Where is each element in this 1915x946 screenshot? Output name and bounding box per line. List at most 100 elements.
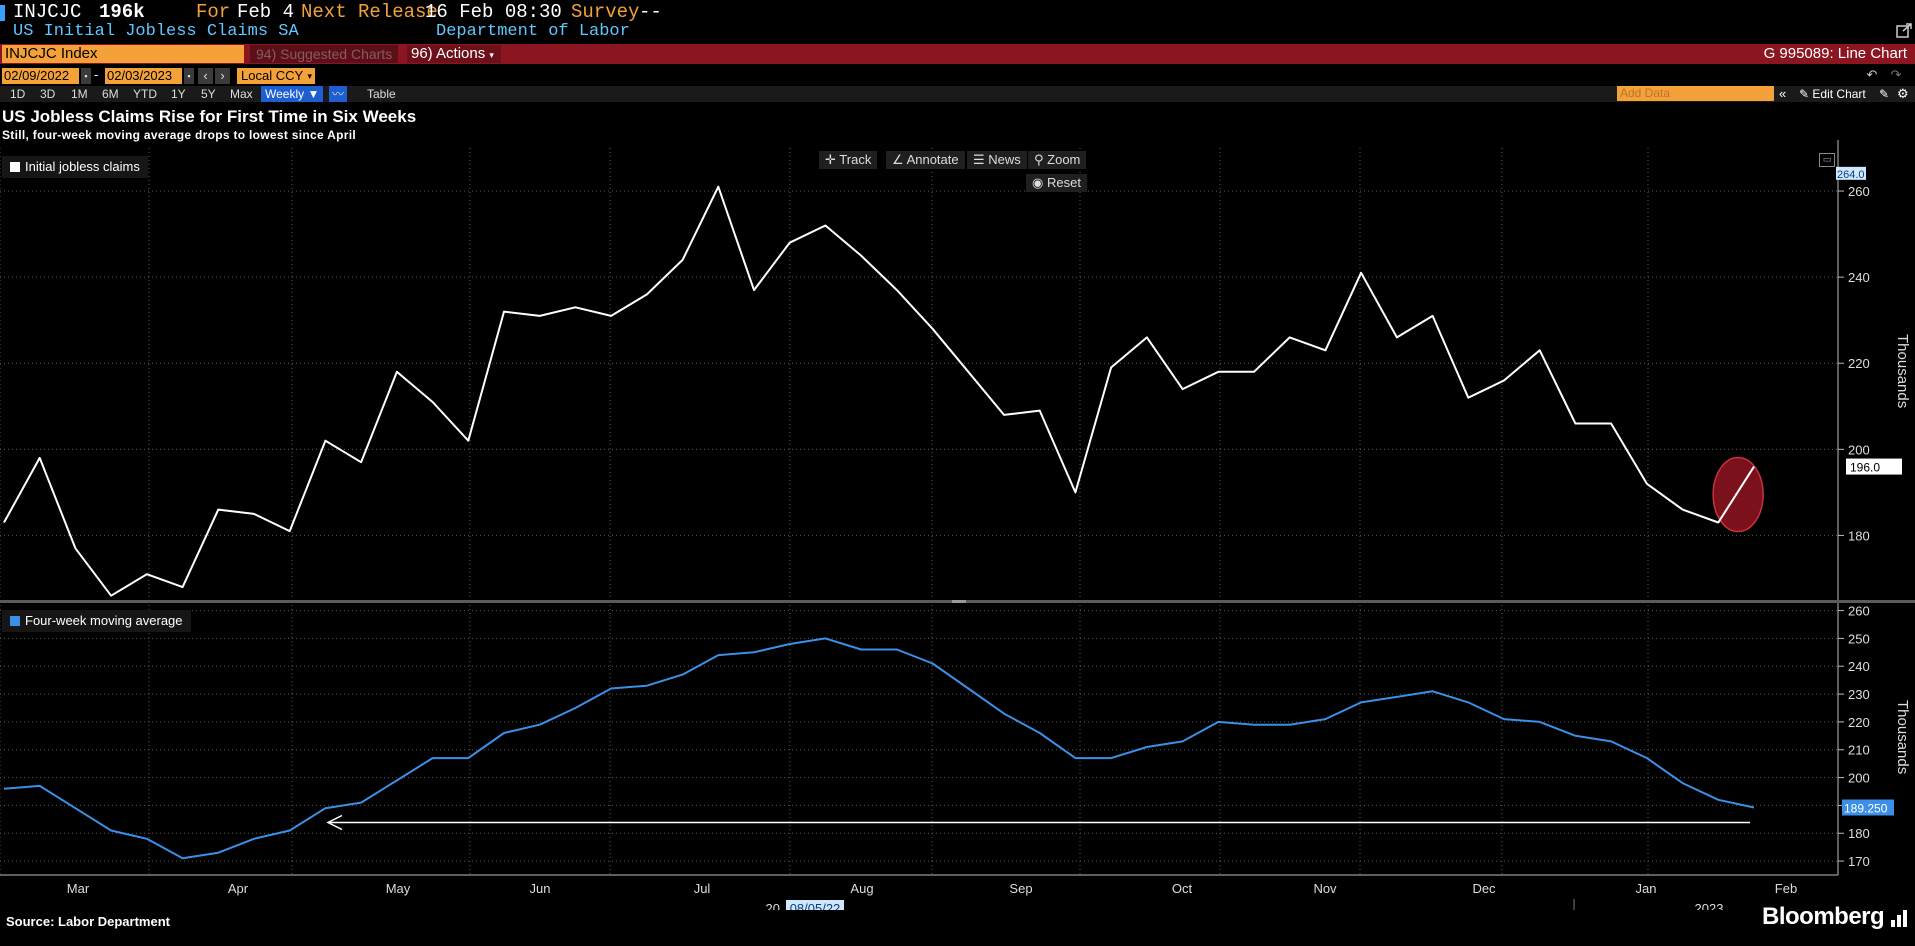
end-date-input[interactable]: 02/03/2023 xyxy=(105,68,182,84)
chevron-down-icon: ▼ xyxy=(307,87,320,101)
annotate-button[interactable]: ∠ Annotate xyxy=(886,151,965,169)
period-1y[interactable]: 1Y xyxy=(171,87,186,101)
upper-grid xyxy=(0,148,1838,600)
legend-average[interactable]: Four-week moving average xyxy=(2,610,191,632)
period-max[interactable]: Max xyxy=(230,87,253,101)
y-tick-label: 240 xyxy=(1848,659,1870,674)
x-tick-label: Jul xyxy=(694,881,711,896)
currency-label: Local CCY xyxy=(241,68,304,83)
bar-chart-icon xyxy=(1891,910,1907,927)
legend-average-label: Four-week moving average xyxy=(25,613,183,628)
cursor-date-tag xyxy=(786,900,844,910)
legend-swatch-white xyxy=(10,162,20,172)
annotations: 196.0 264.0 189.250 xyxy=(326,166,1902,831)
source-name[interactable]: Department of Labor xyxy=(436,22,630,41)
y-tick-label: 220 xyxy=(1848,715,1870,730)
ticker-header: INJCJC 196k For Feb 4 Next Release 16 Fe… xyxy=(0,0,1915,44)
start-date-input[interactable]: 02/09/2022 xyxy=(2,68,79,84)
period-6m[interactable]: 6M xyxy=(102,87,119,101)
arrowhead xyxy=(326,814,343,831)
frequency-label: Weekly xyxy=(265,87,305,101)
currency-select[interactable]: Local CCY ▾ xyxy=(237,68,315,84)
calendar-icon[interactable]: ▪ xyxy=(81,68,91,84)
x-tick-label: Mar xyxy=(67,881,90,896)
y-tick-label: 210 xyxy=(1848,743,1870,758)
period-ytd[interactable]: YTD xyxy=(133,87,157,101)
ticker-marker xyxy=(0,5,5,21)
next-arrow-icon[interactable]: › xyxy=(215,68,230,84)
average-line xyxy=(3,637,1755,860)
x-tick-label: Sep xyxy=(1009,881,1032,896)
add-data-input[interactable]: Add Data xyxy=(1617,86,1774,101)
source-note: Source: Labor Department xyxy=(6,914,170,929)
crosshair-icon: ✛ xyxy=(825,152,836,167)
y-tick-label: 200 xyxy=(1848,442,1870,457)
track-button[interactable]: ✛ Track xyxy=(819,151,878,169)
period-1d[interactable]: 1D xyxy=(10,87,26,101)
y-tick-label: 250 xyxy=(1848,631,1870,646)
edit-chart-label: Edit Chart xyxy=(1812,87,1866,101)
avg-series xyxy=(3,637,1755,860)
popout-icon[interactable] xyxy=(1895,22,1913,40)
period-1m[interactable]: 1M xyxy=(71,87,88,101)
track-label: Track xyxy=(839,152,872,167)
last-value-label: 189.250 xyxy=(1844,802,1888,816)
claims-last-segment xyxy=(1717,466,1755,524)
last-value-tag xyxy=(1846,458,1902,475)
chart-area[interactable]: 1802002202402601701801902002102202302402… xyxy=(0,140,1915,910)
date-separator: - xyxy=(94,67,99,82)
x-axis: Mar Apr May Jun Jul Aug Sep Oct Nov Dec Jan Feb 20 08… xyxy=(67,881,1797,910)
period-3d[interactable]: 3D xyxy=(40,87,56,101)
ticker-value: 196k xyxy=(99,1,145,23)
calendar-icon[interactable]: ▪ xyxy=(184,68,194,84)
index-field[interactable]: INJCJC Index xyxy=(2,45,244,63)
date-range-bar: 02/09/2022 ▪ - 02/03/2023 ▪ ‹ › Local CC… xyxy=(0,67,1915,85)
zoom-label: Zoom xyxy=(1047,152,1081,167)
news-label: News xyxy=(988,152,1021,167)
table-button[interactable]: Table xyxy=(367,87,396,101)
legend-swatch-blue xyxy=(10,616,20,626)
news-button[interactable]: ☰ News xyxy=(967,151,1027,169)
suggested-charts-button[interactable]: 94) Suggested Charts xyxy=(250,45,399,63)
edit-chart-button[interactable]: ✎ Edit Chart xyxy=(1799,86,1866,102)
chart-title: US Jobless Claims Rise for First Time in… xyxy=(2,107,417,126)
reset-button[interactable]: ◉ Reset xyxy=(1026,174,1087,192)
magnifier-icon: ⚲ xyxy=(1034,152,1044,167)
redo-icon[interactable]: ↷ xyxy=(1890,67,1902,82)
security-name[interactable]: US Initial Jobless Claims SA xyxy=(13,22,299,41)
frequency-select[interactable]: Weekly ▼ xyxy=(261,86,324,102)
next-release-value: 16 Feb 08:30 xyxy=(425,1,562,23)
survey-label: Survey xyxy=(571,1,640,23)
reset-icon: ◉ xyxy=(1032,175,1044,190)
y-tick-label: 260 xyxy=(1848,184,1870,199)
period-5y[interactable]: 5Y xyxy=(201,87,216,101)
y-axis-title: Thousands xyxy=(1894,700,1911,774)
annotate-label: Annotate xyxy=(906,152,959,167)
collapse-icon[interactable]: « xyxy=(1779,86,1787,101)
actions-menu[interactable]: 96) Actions ▾ xyxy=(407,45,501,63)
max-value-label: 264.0 xyxy=(1837,169,1865,181)
pencil-icon[interactable]: ✎ xyxy=(1879,87,1890,101)
last-value-label: 196.0 xyxy=(1850,461,1880,475)
prev-arrow-icon[interactable]: ‹ xyxy=(198,68,213,84)
zoom-button[interactable]: ⚲ Zoom xyxy=(1028,151,1087,169)
legend-claims-label: Initial jobless claims xyxy=(25,159,140,174)
cursor-year-prefix: 20 xyxy=(766,901,780,910)
divider-handle xyxy=(952,600,966,603)
for-value: Feb 4 xyxy=(237,1,295,23)
x-tick-label: Apr xyxy=(228,881,249,896)
y-tick-label: 200 xyxy=(1848,771,1870,786)
y-tick-label: 170 xyxy=(1848,854,1870,869)
y-tick-label: 240 xyxy=(1848,270,1870,285)
undo-icon[interactable]: ↶ xyxy=(1866,67,1878,82)
x-tick-label: Jan xyxy=(1636,881,1657,896)
axes: 1802002202402601701801902002102202302402… xyxy=(0,140,1915,876)
function-toolbar: INJCJC Index 94) Suggested Charts 96) Ac… xyxy=(0,44,1915,64)
x-tick-label: Dec xyxy=(1472,881,1496,896)
y-tick-label: 260 xyxy=(1848,604,1870,619)
next-release-label: Next Release xyxy=(301,1,438,23)
line-chart-icon[interactable]: 〰 xyxy=(329,86,347,102)
gear-icon[interactable]: ⚙ xyxy=(1897,86,1909,101)
legend-claims[interactable]: Initial jobless claims xyxy=(2,156,148,178)
panel-toggle-icon[interactable]: ▭ xyxy=(1819,153,1835,167)
